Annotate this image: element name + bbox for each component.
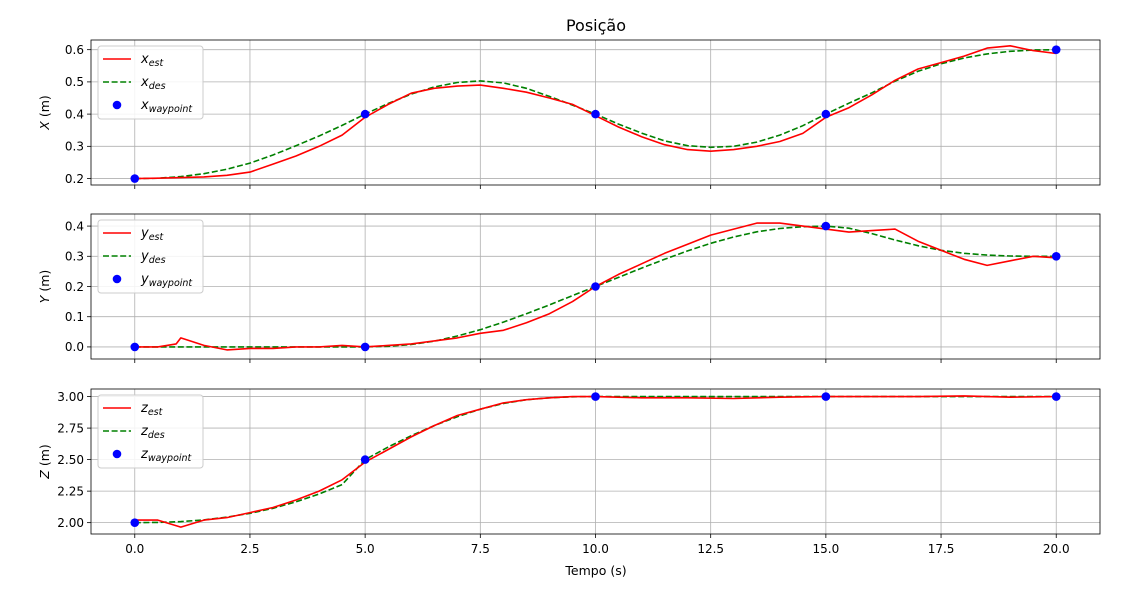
y-axis-variable: X: [37, 121, 52, 131]
waypoint-point: [360, 342, 370, 352]
legend-label-base: x: [140, 75, 149, 90]
y-axis-unit: (m): [37, 95, 52, 121]
legend-label-des: ydes: [140, 249, 166, 266]
legend-label-base: y: [140, 272, 149, 287]
y-tick-label: 0.4: [65, 107, 84, 121]
waypoint-point: [130, 342, 140, 352]
y-tick-label: 3.00: [57, 390, 84, 404]
y-tick-label: 2.25: [57, 484, 84, 498]
legend-label-waypoint: ywaypoint: [140, 272, 193, 289]
x-tick-label: 15.0: [813, 542, 840, 556]
y-tick-label: 0.3: [65, 140, 84, 154]
x-tick-label: 10.0: [582, 542, 609, 556]
legend-label-subscript: des: [149, 255, 166, 266]
x-tick-label: 7.5: [471, 542, 490, 556]
waypoint-point: [821, 221, 831, 231]
subplot-z: 0.0 2.5 5.0 7.5 10.0 12.5 15.0 17.5 20.0 2.00 2.25…: [37, 388, 1101, 556]
legend-handle-waypoint: [112, 274, 122, 284]
chart-title: Posição: [566, 16, 626, 35]
y-tick-label: 0.0: [65, 340, 84, 354]
legend-label-base: y: [140, 226, 149, 241]
legend-label-subscript: waypoint: [149, 278, 194, 289]
legend-box: [97, 219, 204, 294]
y-tick-label: 2.75: [57, 421, 84, 435]
y-axis-label: X (m): [37, 95, 52, 130]
legend-handle-waypoint: [112, 100, 122, 110]
y-tick-label: 0.5: [65, 75, 84, 89]
legend-label-est: zest: [140, 401, 164, 418]
waypoint-point: [130, 518, 140, 527]
legend-label-subscript: des: [148, 430, 165, 441]
y-axis-unit: (m): [37, 444, 52, 470]
legend-label-subscript: des: [149, 81, 166, 92]
axes-frame: [90, 213, 1101, 360]
waypoint-point: [1051, 251, 1061, 261]
legend-label-est: yest: [140, 226, 164, 243]
waypoint-point: [591, 282, 600, 291]
x-tick-label: 2.5: [240, 542, 259, 556]
legend-label-des: zdes: [140, 424, 165, 441]
y-tick-label: 0.1: [65, 310, 84, 324]
waypoint-point: [360, 455, 370, 464]
subplots-group: 0.20.30.40.50.6X (m)xestxdesxwaypoint0.0…: [37, 39, 1101, 556]
y-axis-unit: (m): [37, 270, 52, 296]
y-axis-label: Y (m): [37, 270, 52, 304]
waypoint-point: [1051, 392, 1061, 401]
y-tick-label: 2.00: [57, 516, 84, 530]
legend-label-est: xest: [140, 52, 164, 69]
y-tick-label: 0.4: [65, 219, 84, 233]
legend-label-base: x: [140, 52, 149, 67]
axes-frame: [90, 39, 1101, 186]
waypoint-point: [591, 392, 600, 401]
waypoint-point: [1051, 45, 1061, 54]
legend-box: [97, 45, 204, 120]
legend-box: [97, 394, 204, 469]
y-axis-variable: Y: [37, 294, 52, 303]
legend-label-subscript: waypoint: [149, 104, 194, 115]
y-axis-variable: Z: [37, 470, 52, 480]
legend-label-subscript: est: [149, 58, 165, 69]
legend-label-subscript: est: [149, 232, 165, 243]
legend-label-base: z: [140, 401, 149, 416]
axes-frame: [90, 388, 1101, 535]
waypoint-point: [821, 392, 831, 401]
x-tick-label: 20.0: [1043, 542, 1070, 556]
waypoint-point: [360, 109, 370, 119]
legend-label-base: z: [140, 424, 149, 439]
legend-label-base: z: [140, 447, 149, 462]
x-tick-label: 17.5: [928, 542, 955, 556]
x-tick-label: 12.5: [697, 542, 724, 556]
y-tick-label: 0.2: [65, 172, 84, 186]
legend-label-des: xdes: [140, 75, 166, 92]
y-tick-label: 0.3: [65, 250, 84, 264]
x-tick-label: 0.0: [125, 542, 144, 556]
legend-label-waypoint: xwaypoint: [140, 98, 193, 115]
waypoint-point: [591, 109, 600, 119]
y-tick-label: 0.6: [65, 43, 84, 57]
legend-label-base: y: [140, 249, 149, 264]
legend-label-base: x: [140, 98, 149, 113]
waypoint-point: [821, 109, 831, 119]
y-tick-label: 2.50: [57, 453, 84, 467]
legend-label-subscript: est: [148, 407, 164, 418]
x-axis-label: Tempo (s): [564, 563, 626, 578]
y-axis-label: Z (m): [37, 444, 52, 479]
series-y-est: [134, 222, 1057, 351]
legend-handle-waypoint: [112, 449, 122, 459]
legend-label-waypoint: zwaypoint: [140, 447, 193, 464]
y-tick-label: 0.2: [65, 280, 84, 294]
legend-label-subscript: waypoint: [148, 453, 193, 464]
x-tick-label: 5.0: [356, 542, 375, 556]
waypoint-point: [130, 174, 140, 183]
